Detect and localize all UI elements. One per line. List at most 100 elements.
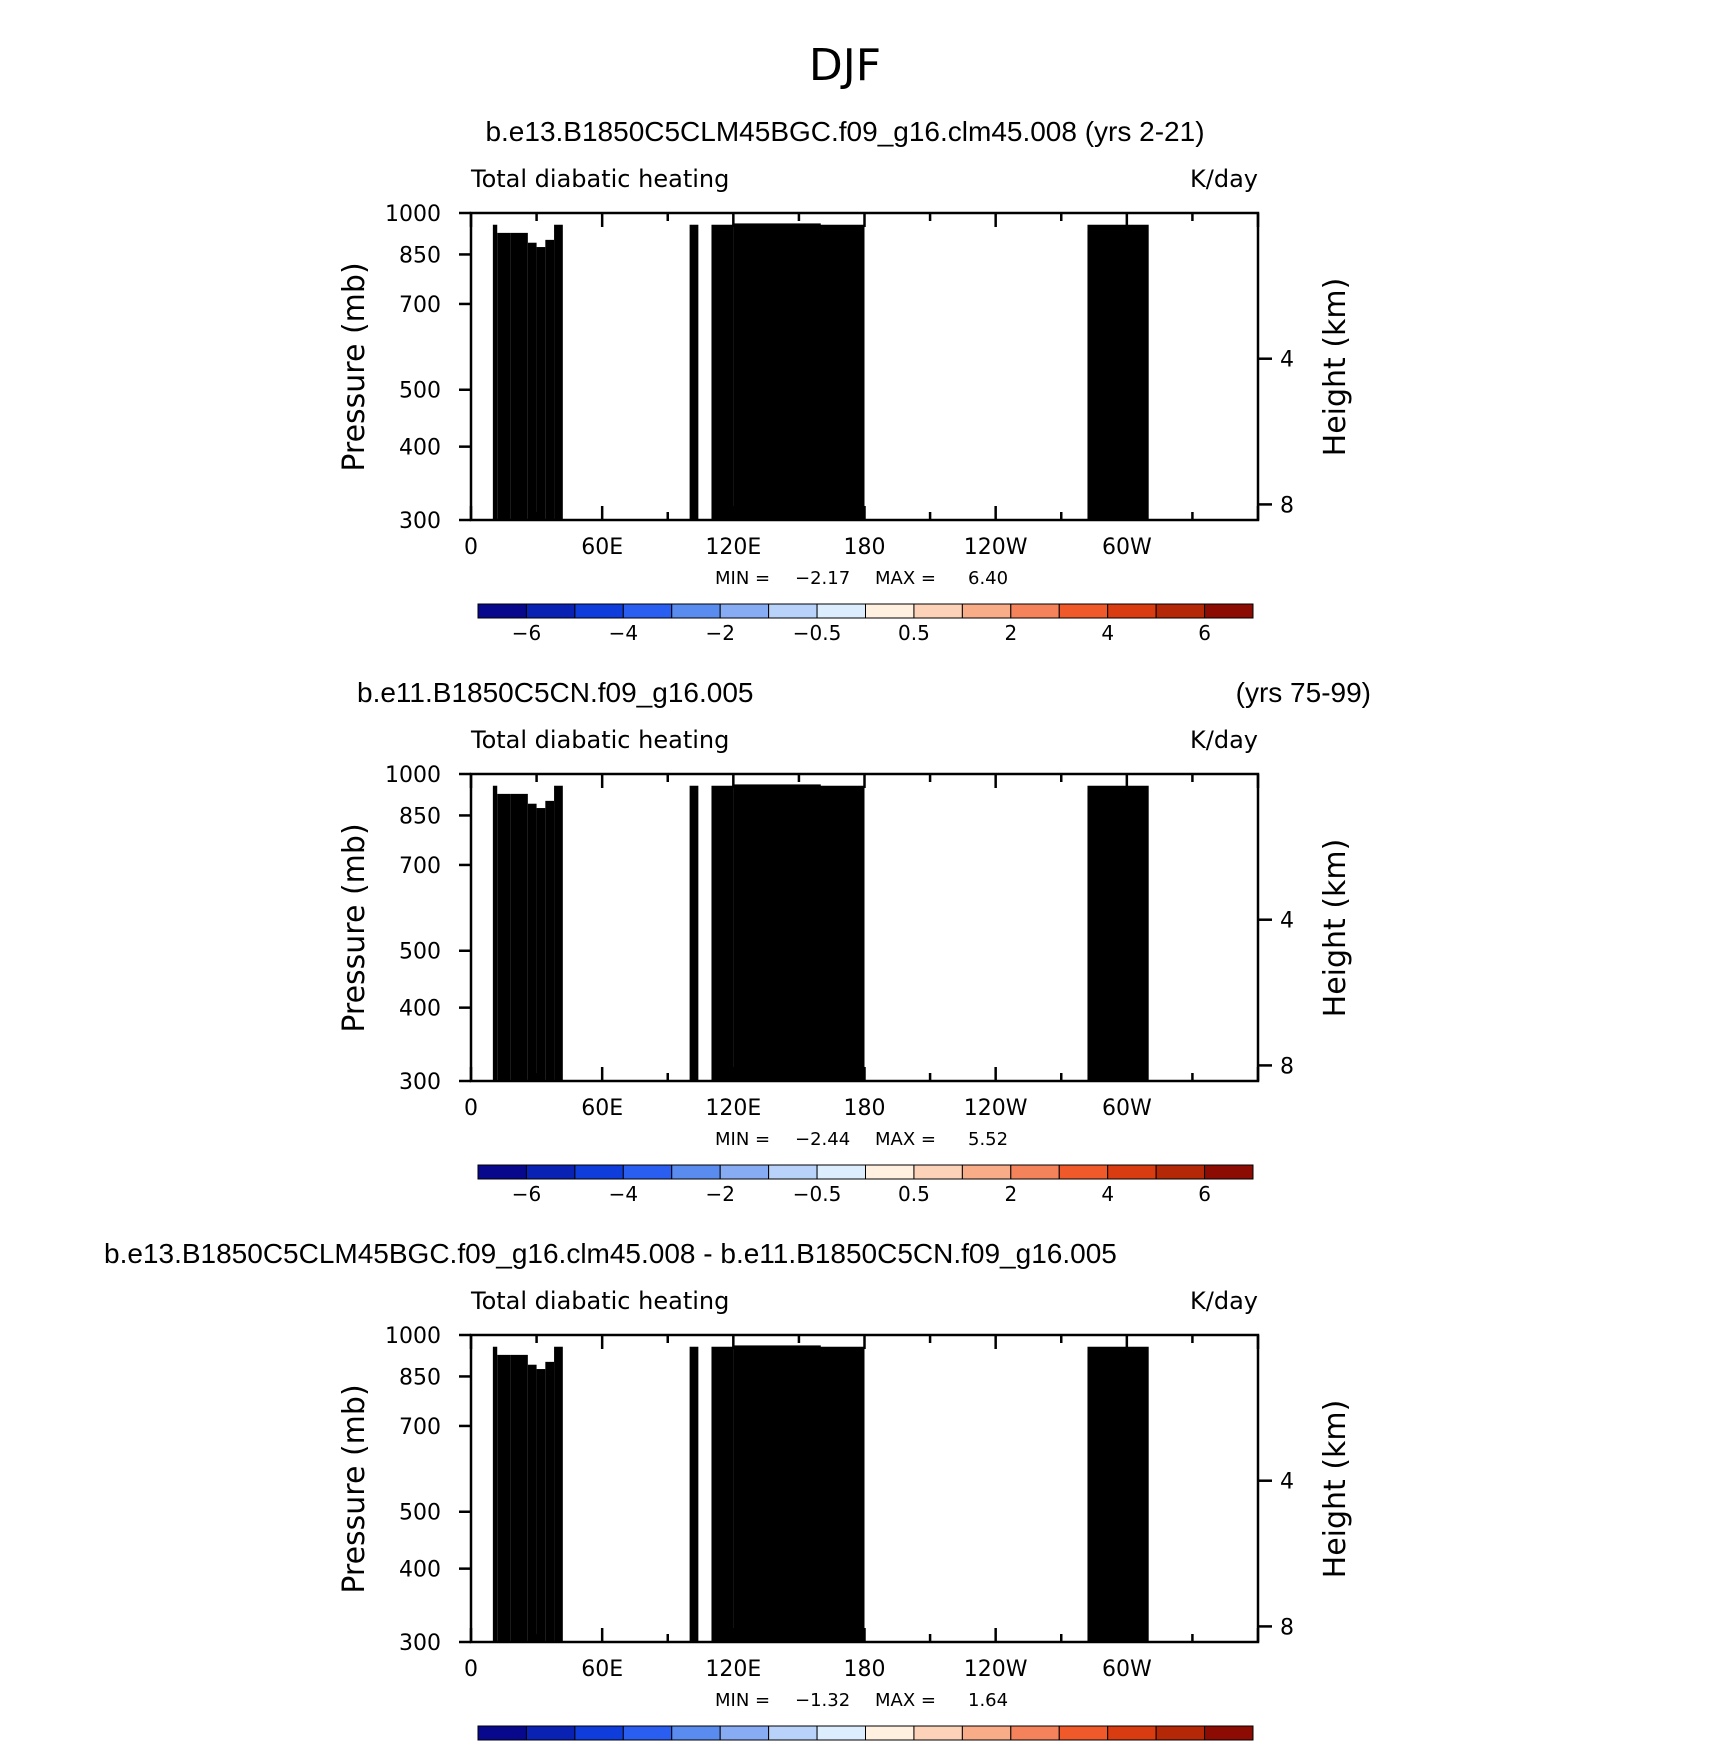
contour-plot <box>492 223 1149 520</box>
min-value: −1.32 <box>795 1690 850 1711</box>
colorbar-swatch <box>1010 1164 1060 1180</box>
colorbar-swatch <box>1058 603 1109 619</box>
colorbar-swatch <box>719 603 770 619</box>
land-mask <box>510 232 528 520</box>
x-tick-label: 120W <box>964 535 1028 560</box>
colorbar-swatch <box>1155 1725 1206 1741</box>
colorbar-swatch <box>816 1164 866 1180</box>
y2-tick-label: 4 <box>1280 348 1294 373</box>
y-tick-label: 700 <box>399 293 441 318</box>
colorbar-tick-label: −2 <box>705 1182 734 1206</box>
land-mask <box>554 224 563 520</box>
x-tick-label: 60E <box>581 1096 623 1121</box>
subtitle-right: K/day <box>1190 165 1258 193</box>
colorbar-swatch <box>671 1164 721 1180</box>
max-label: MAX = <box>875 1690 936 1711</box>
colorbar-swatch <box>1058 1725 1109 1741</box>
colorbar-swatch <box>865 603 915 619</box>
x-tick-label: 180 <box>844 535 886 560</box>
panel-header-right: (yrs 75-99) <box>1236 677 1371 708</box>
colorbar-swatch <box>477 1164 527 1180</box>
plot-axes: 300 400 500 700 850 1000 8 4 0 60E 120E 180 120W 60W <box>385 763 1294 1121</box>
y-tick-label: 1000 <box>385 1324 441 1349</box>
colorbar-swatch <box>768 1164 818 1180</box>
colorbar: −6 −4 −2 −0.5 0.5 2 4 6 <box>477 1164 1254 1206</box>
x-tick-label: 60W <box>1102 1096 1152 1121</box>
colorbar-swatch <box>671 1725 721 1741</box>
colorbar-tick-label: 6 <box>1198 1182 1211 1206</box>
y-tick-label: 500 <box>399 1501 441 1526</box>
y-tick-label: 400 <box>399 436 441 461</box>
land-mask <box>527 803 537 1081</box>
subtitle-right: K/day <box>1190 1287 1258 1315</box>
y-tick-label: 400 <box>399 997 441 1022</box>
land-mask <box>733 223 821 520</box>
colorbar-swatch <box>1204 603 1254 619</box>
colorbar-tick-label: 0.5 <box>898 1182 930 1206</box>
colorbar-tick-label: −6 <box>512 1182 541 1206</box>
colorbar-tick-label: −4 <box>609 621 638 645</box>
x-tick-label: 60E <box>581 535 623 560</box>
x-tick-label: 0 <box>464 535 478 560</box>
x-tick-label: 120E <box>705 535 761 560</box>
max-value: 1.64 <box>968 1690 1008 1711</box>
y-axis-label: Pressure (mb) <box>337 262 372 471</box>
colorbar-swatch <box>768 603 818 619</box>
colorbar-swatch <box>768 1725 818 1741</box>
colorbar-swatch <box>477 1725 527 1741</box>
colorbar-swatch <box>961 603 1012 619</box>
plot-axes: 300 400 500 700 850 1000 8 4 0 60E 120E 180 120W 60W <box>385 1324 1294 1682</box>
subtitle-left: Total diabatic heating <box>470 726 729 754</box>
colorbar-swatch <box>1107 1164 1157 1180</box>
x-tick-label: 180 <box>844 1657 886 1682</box>
land-mask <box>545 239 555 520</box>
subtitle-left: Total diabatic heating <box>470 165 729 193</box>
colorbar-tick-label: 2 <box>1004 1182 1017 1206</box>
land-mask <box>492 1346 498 1642</box>
land-mask <box>497 793 511 1081</box>
y2-tick-label: 4 <box>1280 1470 1294 1495</box>
y2-axis-label: Height (km) <box>1318 839 1353 1018</box>
colorbar: −1.5−0.9−0.300.30.91.5 <box>477 1725 1254 1741</box>
land-mask <box>711 224 734 520</box>
colorbar-swatch <box>1204 1725 1254 1741</box>
panel-header: b.e11.B1850C5CN.f09_g16.005 <box>357 677 753 708</box>
y-tick-label: 1000 <box>385 202 441 227</box>
y-tick-label: 300 <box>399 509 441 534</box>
colorbar-swatch <box>574 1725 624 1741</box>
land-mask <box>1087 1346 1149 1642</box>
land-mask <box>536 1369 546 1642</box>
panel-1: b.e13.B1850C5CLM45BGC.f09_g16.clm45.008 … <box>337 116 1353 645</box>
land-mask <box>492 224 498 520</box>
min-label: MIN = <box>715 568 770 589</box>
land-mask <box>536 808 546 1081</box>
colorbar-swatch <box>865 1164 915 1180</box>
x-tick-label: 120E <box>705 1657 761 1682</box>
y-tick-label: 300 <box>399 1631 441 1656</box>
subtitle-left: Total diabatic heating <box>470 1287 729 1315</box>
land-mask <box>689 785 699 1081</box>
min-label: MIN = <box>715 1690 770 1711</box>
y-tick-label: 850 <box>399 804 441 829</box>
colorbar-swatch <box>1010 603 1060 619</box>
land-mask <box>527 1364 537 1642</box>
colorbar-swatch <box>816 1725 866 1741</box>
land-mask <box>711 785 734 1081</box>
min-value: −2.17 <box>795 568 850 589</box>
colorbar-swatch <box>1107 603 1157 619</box>
colorbar: −6 −4 −2 −0.5 0.5 2 4 6 <box>477 603 1254 645</box>
max-label: MAX = <box>875 1129 936 1150</box>
y2-axis-label: Height (km) <box>1318 1400 1353 1579</box>
land-mask <box>545 800 555 1081</box>
colorbar-swatch <box>525 1164 576 1180</box>
y-tick-label: 850 <box>399 1365 441 1390</box>
colorbar-tick-label: −4 <box>609 1182 638 1206</box>
x-tick-label: 120W <box>964 1657 1028 1682</box>
subtitle-right: K/day <box>1190 726 1258 754</box>
land-mask <box>510 1354 528 1642</box>
x-tick-label: 0 <box>464 1096 478 1121</box>
contour-plot <box>492 784 1149 1081</box>
main-title: DJF <box>809 40 881 91</box>
colorbar-tick-label: 0.5 <box>898 621 930 645</box>
contour-plot <box>492 1345 1149 1642</box>
